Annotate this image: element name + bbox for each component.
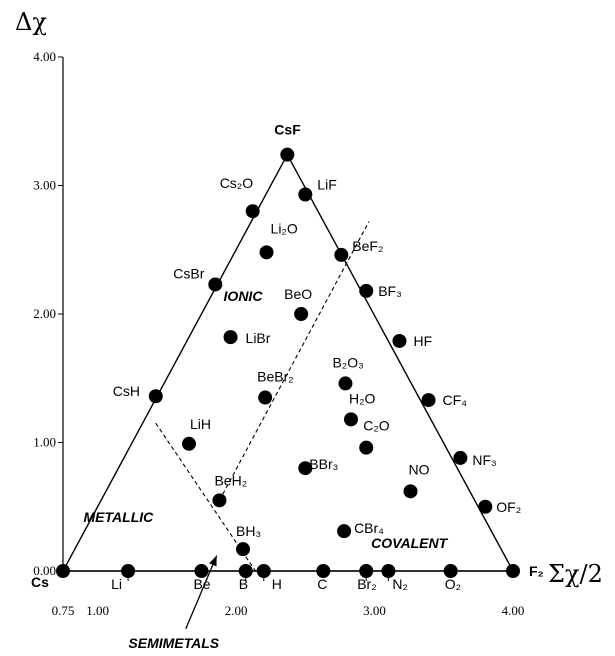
label-lif: LiF bbox=[317, 176, 336, 192]
point-bbr3 bbox=[298, 461, 313, 476]
point-h bbox=[256, 564, 271, 578]
label-cs2o: Cs₂O bbox=[220, 175, 254, 191]
point-beh2 bbox=[212, 493, 227, 508]
region-semimetals: SEMIMETALS bbox=[128, 635, 219, 651]
point-f2 bbox=[506, 564, 520, 578]
point-be bbox=[194, 564, 209, 578]
point-bh3 bbox=[236, 542, 250, 557]
x-tick-label-3: 3.00 bbox=[363, 603, 386, 618]
label-cbr4: CBr₄ bbox=[354, 520, 384, 536]
label-libr: LiBr bbox=[246, 330, 271, 346]
label-bbr3: BBr₃ bbox=[309, 456, 338, 472]
label-of2: OF₂ bbox=[496, 499, 521, 515]
label-beh2: BeH₂ bbox=[214, 472, 247, 488]
triangle-polygon bbox=[61, 153, 515, 572]
label-csf: CsF bbox=[274, 122, 301, 138]
label-n2: N₂ bbox=[392, 576, 408, 592]
label-b: B bbox=[239, 576, 248, 592]
label-bf3: BF₃ bbox=[378, 283, 402, 299]
point-b bbox=[238, 564, 253, 578]
label-f2: F₂ bbox=[529, 563, 544, 579]
label-o2: O₂ bbox=[445, 576, 461, 592]
label-bef2: BeF₂ bbox=[352, 238, 383, 254]
axes: 0.00 1.00 2.00 3.00 4.00 0.75 1.00 2.00 3.00 4.00… bbox=[15, 8, 603, 618]
triangle-outline bbox=[61, 153, 515, 572]
label-csbr: CsBr bbox=[173, 265, 204, 281]
label-hf: HF bbox=[413, 333, 432, 349]
point-bf3 bbox=[359, 283, 374, 298]
point-bebr2 bbox=[258, 390, 273, 405]
point-cs2o bbox=[245, 204, 260, 219]
label-nf3: NF₃ bbox=[472, 452, 496, 468]
point-o2 bbox=[443, 564, 458, 578]
point-b2o3 bbox=[338, 376, 353, 391]
label-cf4: CF₄ bbox=[443, 392, 468, 408]
point-no bbox=[403, 484, 418, 499]
label-beo: BeO bbox=[284, 286, 312, 302]
data-points bbox=[56, 147, 520, 578]
y-tick-label-4: 4.00 bbox=[33, 49, 56, 64]
label-h: H bbox=[272, 576, 282, 592]
point-br2 bbox=[359, 564, 374, 578]
y-tick-label-2: 2.00 bbox=[33, 306, 56, 321]
point-csh bbox=[148, 389, 163, 404]
point-csf bbox=[280, 147, 295, 162]
label-csh: CsH bbox=[113, 383, 140, 399]
label-li2o: Li₂O bbox=[271, 220, 298, 236]
label-b2o3: B₂O₃ bbox=[332, 354, 363, 370]
region-metallic: METALLIC bbox=[84, 509, 155, 525]
semimetal-covalent-boundary bbox=[218, 221, 370, 501]
y-tick-label-3: 3.00 bbox=[33, 178, 56, 193]
point-cf4 bbox=[421, 393, 436, 408]
y-tick-label-1: 1.00 bbox=[33, 435, 56, 450]
semimetals-arrow-head bbox=[209, 555, 217, 567]
x-tick-label-1: 1.00 bbox=[86, 603, 109, 618]
region-labels: IONIC METALLIC COVALENT SEMIMETALS bbox=[84, 288, 449, 651]
label-br2: Br₂ bbox=[357, 576, 376, 592]
label-bh3: BH₃ bbox=[236, 523, 261, 539]
point-li bbox=[121, 564, 136, 578]
label-cs: Cs bbox=[31, 574, 49, 590]
point-c bbox=[316, 564, 331, 578]
point-li2o bbox=[259, 245, 274, 260]
point-bef2 bbox=[334, 247, 349, 262]
point-libr bbox=[223, 330, 238, 345]
label-lih: LiH bbox=[190, 416, 211, 432]
point-lih bbox=[182, 436, 196, 451]
point-cbr4 bbox=[337, 524, 352, 539]
point-cs bbox=[56, 564, 70, 578]
x-tick-label-2: 2.00 bbox=[225, 603, 248, 618]
point-of2 bbox=[478, 499, 493, 514]
label-no: NO bbox=[409, 461, 430, 477]
region-covalent: COVALENT bbox=[371, 535, 448, 551]
x-tick-label-4: 4.00 bbox=[502, 603, 525, 618]
y-axis-title: Δχ bbox=[15, 8, 47, 36]
label-c: C bbox=[317, 576, 327, 592]
point-n2 bbox=[381, 564, 396, 578]
point-labels: CsF Cs₂O LiF Li₂O BeF₂ CsBr BF₃ BeO LiBr HF BeBr₂ B… bbox=[31, 122, 544, 592]
label-li: Li bbox=[111, 576, 122, 592]
point-hf bbox=[392, 333, 407, 348]
x-axis-title: Σχ/2 bbox=[548, 560, 603, 588]
semimetals-arrow-line bbox=[185, 555, 218, 630]
label-h2o: H₂O bbox=[349, 390, 376, 406]
label-bebr2: BeBr₂ bbox=[257, 369, 294, 385]
point-lif bbox=[298, 187, 313, 202]
point-h2o bbox=[344, 412, 358, 427]
point-beo bbox=[294, 307, 309, 321]
region-ionic: IONIC bbox=[224, 288, 264, 304]
point-nf3 bbox=[453, 450, 468, 465]
point-csbr bbox=[208, 277, 223, 292]
x-tick-label-0: 0.75 bbox=[52, 603, 75, 618]
point-c2o bbox=[359, 440, 374, 455]
y-tick-label-0: 0.00 bbox=[33, 563, 56, 578]
label-c2o: C₂O bbox=[363, 418, 390, 434]
